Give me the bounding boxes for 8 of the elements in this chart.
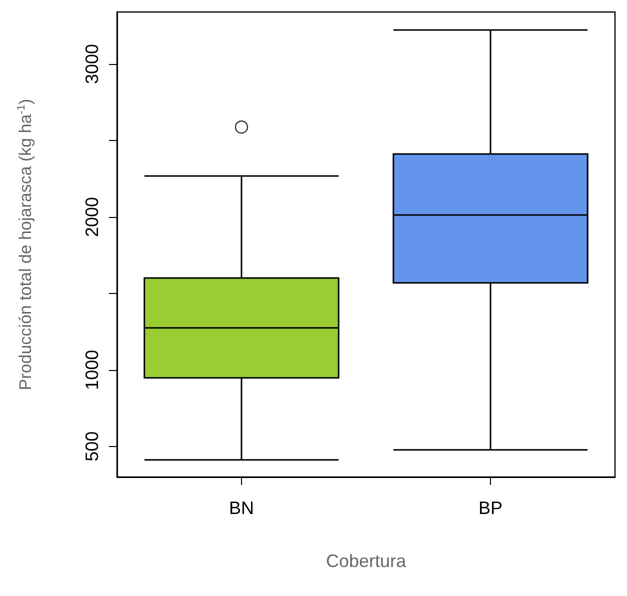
y-tick-label: 2000 [82, 196, 102, 237]
y-tick-label: 500 [82, 431, 102, 462]
x-tick-label: BP [478, 498, 503, 518]
y-tick-label: 1000 [82, 350, 102, 390]
y-axis-title: Producción total de hojarasca (kg ha-1) [16, 98, 35, 390]
x-tick-label: BN [228, 498, 254, 518]
x-axis-title: Cobertura [326, 551, 408, 571]
y-tick-label: 3000 [82, 44, 102, 84]
